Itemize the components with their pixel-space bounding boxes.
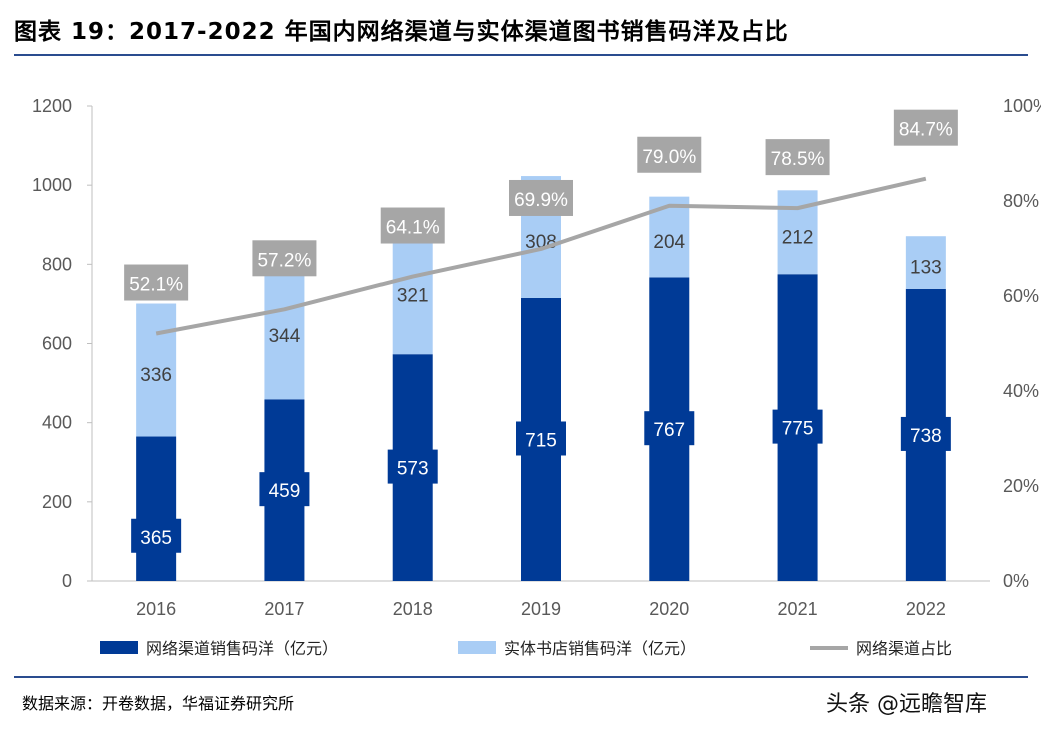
y2-tick-label: 100% [1003,96,1041,116]
label-box-online [772,409,823,444]
y-tick-label: 400 [42,413,72,433]
x-tick-label: 2022 [906,599,946,619]
legend-swatch-physical [458,641,496,654]
label-box-share [509,179,573,216]
source-note: 数据来源：开卷数据，华福证券研究所 [22,694,295,713]
bar-physical [264,263,305,400]
bar-online [136,436,177,581]
data-label-share: 57.2% [257,250,311,271]
x-tick-label: 2018 [393,599,433,619]
y-tick-label: 1000 [32,175,72,195]
chart-title: 图表 19：2017-2022 年国内网络渠道与实体渠道图书销售码洋及占比 [14,19,789,45]
data-label-share: 69.9% [514,190,568,211]
data-label-physical: 204 [653,232,685,253]
data-label-share: 64.1% [386,218,440,239]
data-label-online: 767 [653,420,685,441]
label-box-share [124,264,189,301]
bar-physical [392,227,433,355]
data-label-online: 365 [140,528,172,549]
y2-tick-label: 80% [1003,191,1039,211]
bar-physical [136,303,177,437]
data-label-online: 775 [782,419,814,440]
data-label-share: 79.0% [642,147,696,168]
label-box-share [765,139,830,176]
label-box-share [252,240,317,277]
label-box-share [637,136,702,173]
label-box-online [131,518,182,553]
share-line [155,176,927,336]
footer-divider [14,676,1028,678]
data-label-physical: 336 [140,365,172,386]
data-label-online: 715 [525,430,557,451]
y-tick-label: 0 [62,571,72,591]
data-label-physical: 321 [397,286,429,307]
label-box-online [387,449,438,484]
x-tick-label: 2016 [136,599,176,619]
data-label-physical: 344 [269,326,301,347]
y2-tick-label: 40% [1003,381,1039,401]
legend-label-online: 网络渠道销售码洋（亿元） [146,639,338,658]
legend-label-share: 网络渠道占比 [856,639,952,658]
x-tick-label: 2021 [778,599,818,619]
data-label-share: 84.7% [899,120,953,141]
y2-tick-label: 60% [1003,286,1039,306]
y2-tick-label: 0% [1003,571,1029,591]
x-tick-label: 2020 [649,599,689,619]
y-tick-label: 600 [42,334,72,354]
label-box-online [516,421,566,456]
legend-swatch-online [100,641,138,654]
x-tick-label: 2017 [264,599,304,619]
label-box-online [900,416,951,451]
y2-tick-label: 20% [1003,476,1039,496]
data-label-online: 573 [397,459,429,480]
y-tick-label: 800 [42,254,72,274]
bar-physical [905,236,946,289]
title-divider [14,54,1028,56]
y-tick-label: 200 [42,492,72,512]
watermark: 头条 @远瞻智库 [826,692,987,717]
x-tick-label: 2019 [521,599,561,619]
data-label-share: 52.1% [129,275,183,296]
label-box-online [644,411,695,446]
legend-label-physical: 实体书店销售码洋（亿元） [504,639,696,658]
chart-canvas: 0 200 400 600 800 1000 1200 0% 20% 40% 60% 80% 100% 2… [32,96,1041,658]
data-label-online: 738 [910,426,942,447]
data-label-online: 459 [269,481,301,502]
data-label-share: 78.5% [771,149,825,170]
label-box-online [259,472,310,507]
label-box-share [380,207,445,244]
data-label-physical: 212 [782,227,814,248]
label-box-share [893,109,958,146]
y-tick-label: 1200 [32,96,72,116]
data-label-physical: 133 [910,258,942,279]
